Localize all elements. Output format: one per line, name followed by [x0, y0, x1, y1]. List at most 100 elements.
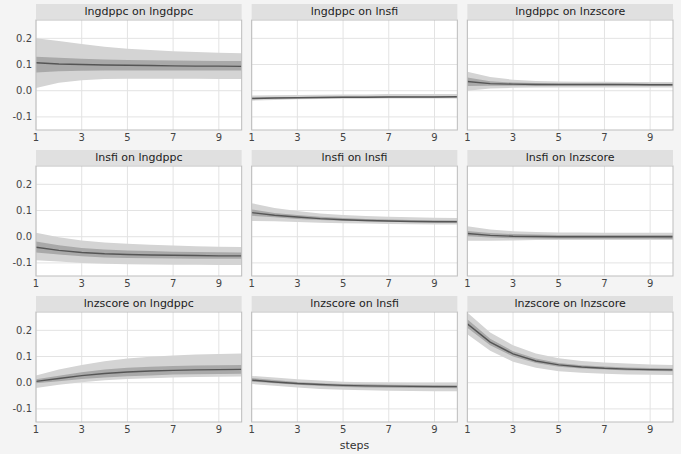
grid-line [252, 116, 458, 117]
x-tick-label: 3 [294, 278, 300, 289]
x-tick-label: 7 [601, 132, 607, 143]
x-tick-label: 9 [431, 132, 437, 143]
plot-area [36, 312, 242, 422]
grid-line [252, 330, 458, 331]
x-tick-label: 7 [170, 132, 176, 143]
panel: lngdppc on lnsfi13579 [248, 4, 457, 143]
grid-line [36, 236, 242, 237]
x-tick-label: 9 [431, 278, 437, 289]
title-bar [252, 150, 458, 165]
plot-frame [36, 312, 242, 422]
grid-line [604, 20, 605, 130]
data-layer [467, 72, 673, 91]
x-tick-label: 9 [216, 278, 222, 289]
panel-title: lngdppc on lnzscore [515, 5, 625, 18]
plot-frame [252, 20, 458, 130]
irf-line [467, 324, 673, 370]
x-tick-label: 1 [464, 424, 470, 435]
y-tick-label: 0.2 [16, 325, 32, 336]
panel-title: lnzscore on lngdppc [84, 297, 194, 310]
x-tick-label: 1 [464, 278, 470, 289]
outer-band [467, 72, 673, 91]
data-layer [36, 233, 242, 265]
grid-line [252, 38, 458, 39]
panel-title: lngdppc on lngdppc [84, 5, 193, 18]
grid-line [252, 64, 458, 65]
title-bar [467, 4, 673, 19]
x-tick-label: 9 [431, 424, 437, 435]
grid-line [388, 20, 389, 130]
panel: lnzscore on lnsfi13579steps [248, 296, 457, 452]
irf-line [36, 247, 242, 256]
grid-line [36, 116, 242, 117]
x-tick-label: 5 [124, 278, 130, 289]
grid-line [434, 312, 435, 422]
grid-line [36, 184, 242, 185]
grid-line [252, 408, 458, 409]
grid-line [36, 330, 242, 331]
x-tick-label: 5 [124, 424, 130, 435]
y-tick-label: -0.1 [12, 403, 32, 414]
grid-line [297, 312, 298, 422]
panel-title: lnsfi on lnzscore [526, 151, 615, 164]
irf-line [467, 82, 673, 85]
y-tick-label: 0.0 [16, 231, 32, 242]
data-layer [467, 226, 673, 240]
x-tick-label: 5 [124, 132, 130, 143]
y-tick-label: 0.2 [16, 33, 32, 44]
panel: lnsfi on lngdppc-0.10.00.10.213579 [12, 150, 241, 289]
y-tick-label: 0.1 [16, 351, 32, 362]
outer-band [36, 38, 242, 88]
grid-line [467, 356, 673, 357]
inner-band [36, 241, 242, 258]
x-tick-label: 7 [386, 278, 392, 289]
x-tick-label: 5 [556, 278, 562, 289]
x-tick-label: 5 [340, 424, 346, 435]
data-layer [252, 94, 458, 101]
grid-line [252, 236, 458, 237]
grid-line [467, 262, 673, 263]
plot-area [252, 312, 458, 422]
x-tick-label: 7 [386, 132, 392, 143]
inner-band [467, 78, 673, 86]
grid-line [252, 184, 458, 185]
plot-area [252, 166, 458, 276]
x-tick-label: 5 [340, 132, 346, 143]
outer-band [36, 233, 242, 265]
inner-band [252, 378, 458, 388]
plot-frame [467, 20, 673, 130]
title-bar [252, 296, 458, 311]
grid-line [36, 38, 242, 39]
inner-band [252, 209, 458, 222]
inner-band [36, 365, 242, 383]
grid-line [343, 312, 344, 422]
grid-line [558, 20, 559, 130]
data-layer [252, 376, 458, 391]
plot-area [252, 20, 458, 130]
x-tick-label: 1 [33, 278, 39, 289]
x-tick-label: 1 [33, 132, 39, 143]
inner-band [252, 96, 458, 99]
irf-line [252, 97, 458, 99]
y-tick-label: 0.0 [16, 377, 32, 388]
panel: lngdppc on lnzscore13579 [464, 4, 673, 143]
y-tick-label: 0.2 [16, 179, 32, 190]
x-tick-label: 5 [340, 278, 346, 289]
panel-title: lnzscore on lnzscore [514, 297, 626, 310]
outer-band [36, 353, 242, 388]
y-tick-label: 0.1 [16, 59, 32, 70]
grid-line [604, 166, 605, 276]
plot-area [467, 166, 673, 276]
background [0, 0, 681, 454]
figure: lngdppc on lngdppc -0.1 0.0 0.1 0.2 1 3 5 7 9 lngd… [0, 0, 681, 454]
grid-line [467, 184, 673, 185]
grid-line [467, 210, 673, 211]
title-bar [36, 4, 242, 19]
plot-frame [252, 166, 458, 276]
grid-line [252, 356, 458, 357]
title-bar [252, 4, 458, 19]
plot-frame [467, 312, 673, 422]
x-tick-label: 1 [248, 132, 254, 143]
x-tick-label: 7 [170, 278, 176, 289]
x-tick-label: 3 [510, 424, 516, 435]
